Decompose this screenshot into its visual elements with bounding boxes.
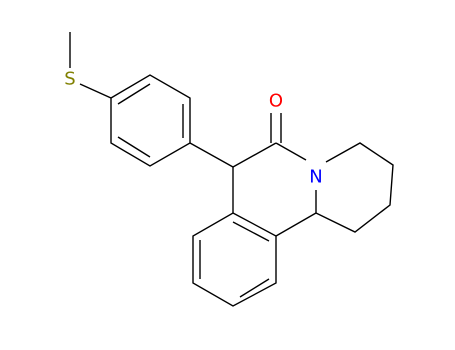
bonds — [69, 32, 394, 307]
atom-label: S — [64, 69, 75, 90]
atom-label: N — [309, 167, 322, 188]
atom-label: O — [269, 91, 283, 112]
atom-labels: S O N — [64, 69, 322, 188]
